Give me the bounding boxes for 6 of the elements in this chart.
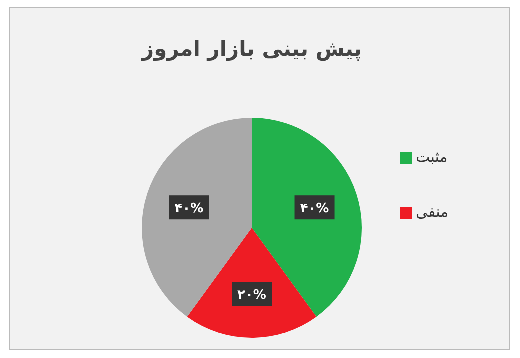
legend-label: منفی [416, 203, 449, 221]
data-label: ۲۰% [238, 288, 266, 303]
chart-title: پیش بینی بازار امروز [141, 37, 362, 62]
legend-label: مثبت [416, 148, 448, 166]
data-label: ۴۰% [174, 202, 204, 217]
data-label: ۴۰% [300, 202, 330, 217]
